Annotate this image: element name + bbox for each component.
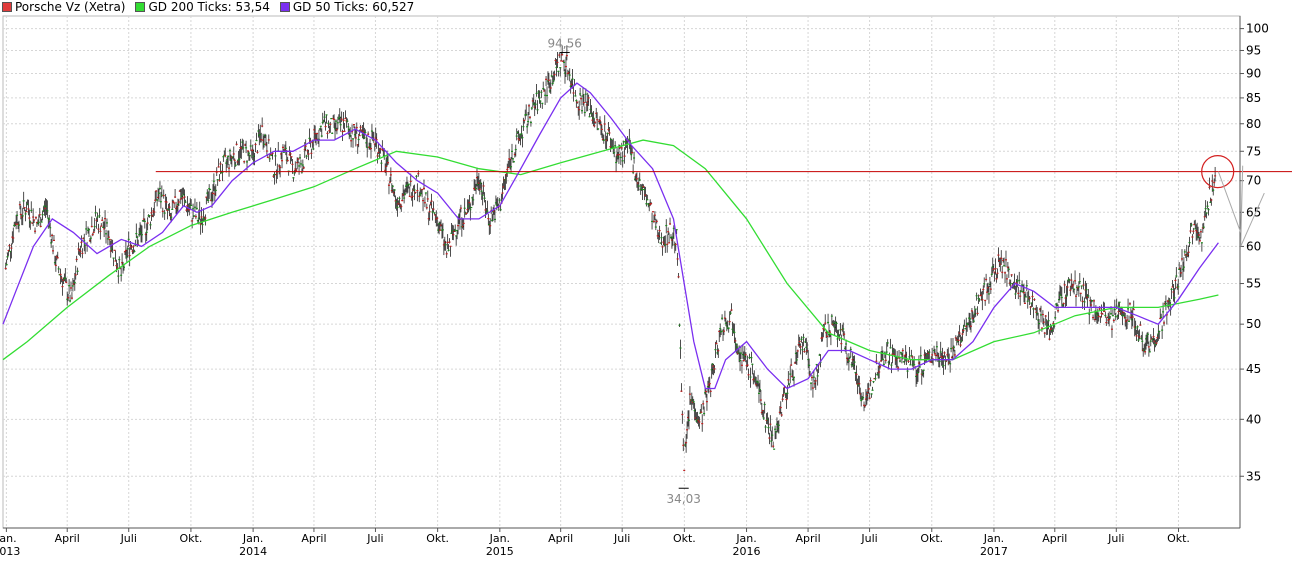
legend-label-gd50: GD 50 Ticks: 60,527 bbox=[292, 0, 415, 14]
legend-label-price: Porsche Vz (Xetra) bbox=[15, 0, 126, 14]
x-tick-label: Okt. bbox=[920, 532, 943, 545]
y-tick-label: 80 bbox=[1246, 117, 1261, 131]
y-tick-label: 95 bbox=[1246, 43, 1261, 57]
x-tick-label: Juli bbox=[860, 532, 877, 545]
x-tick-label: Jan. bbox=[0, 532, 17, 545]
x-tick-label: Juli bbox=[366, 532, 383, 545]
x-tick-label: April bbox=[1042, 532, 1067, 545]
x-tick-label: Okt. bbox=[179, 532, 202, 545]
legend-item-gd200: GD 200 Ticks: 53,54 bbox=[135, 0, 270, 14]
x-tick-label: Juli bbox=[1107, 532, 1124, 545]
x-tick-label: Okt. bbox=[1167, 532, 1190, 545]
legend-item-gd50: GD 50 Ticks: 60,527 bbox=[279, 0, 415, 14]
x-year-label: 2017 bbox=[980, 545, 1008, 558]
series-price bbox=[4, 45, 1217, 472]
x-tick-label: Okt. bbox=[426, 532, 449, 545]
y-tick-label: 100 bbox=[1246, 22, 1269, 36]
x-tick-label: Juli bbox=[613, 532, 630, 545]
y-tick-label: 50 bbox=[1246, 317, 1261, 331]
x-year-label: 2014 bbox=[239, 545, 267, 558]
x-tick-label: April bbox=[301, 532, 326, 545]
x-year-label: 2015 bbox=[486, 545, 514, 558]
x-tick-label: Jan. bbox=[735, 532, 756, 545]
low-annotation: 34,03 bbox=[667, 492, 701, 506]
projection-lines bbox=[1217, 165, 1265, 247]
legend-swatch-gd200 bbox=[135, 2, 146, 12]
y-tick-label: 70 bbox=[1246, 174, 1261, 188]
x-year-label: 2016 bbox=[733, 545, 761, 558]
x-tick-label: Juli bbox=[120, 532, 137, 545]
x-tick-label: April bbox=[55, 532, 80, 545]
x-tick-label: April bbox=[795, 532, 820, 545]
y-tick-label: 45 bbox=[1246, 362, 1261, 376]
y-tick-label: 90 bbox=[1246, 67, 1261, 81]
legend-item-price: Porsche Vz (Xetra) bbox=[2, 0, 125, 14]
high-annotation: 94,56 bbox=[548, 36, 582, 50]
y-tick-label: 60 bbox=[1246, 239, 1261, 253]
legend-label-gd200: GD 200 Ticks: 53,54 bbox=[148, 0, 270, 14]
x-tick-label: Jan. bbox=[242, 532, 263, 545]
y-tick-label: 85 bbox=[1246, 91, 1261, 105]
y-tick-label: 40 bbox=[1246, 412, 1261, 426]
x-year-label: 2013 bbox=[0, 545, 20, 558]
legend-swatch-price bbox=[2, 2, 12, 12]
series-gd200-line bbox=[2, 139, 1219, 361]
series-gd50-line bbox=[2, 82, 1219, 390]
x-tick-label: Jan. bbox=[489, 532, 510, 545]
x-tick-label: April bbox=[548, 532, 573, 545]
y-tick-label: 35 bbox=[1246, 469, 1261, 483]
y-tick-label: 75 bbox=[1246, 144, 1261, 158]
y-tick-label: 55 bbox=[1246, 277, 1261, 291]
chart-legend: Porsche Vz (Xetra) GD 200 Ticks: 53,54 G… bbox=[2, 0, 414, 14]
marker-circle bbox=[1201, 155, 1235, 189]
x-tick-label: Jan. bbox=[983, 532, 1004, 545]
x-tick-label: Okt. bbox=[673, 532, 696, 545]
plot-area bbox=[2, 15, 1241, 529]
legend-swatch-gd50 bbox=[279, 2, 290, 12]
